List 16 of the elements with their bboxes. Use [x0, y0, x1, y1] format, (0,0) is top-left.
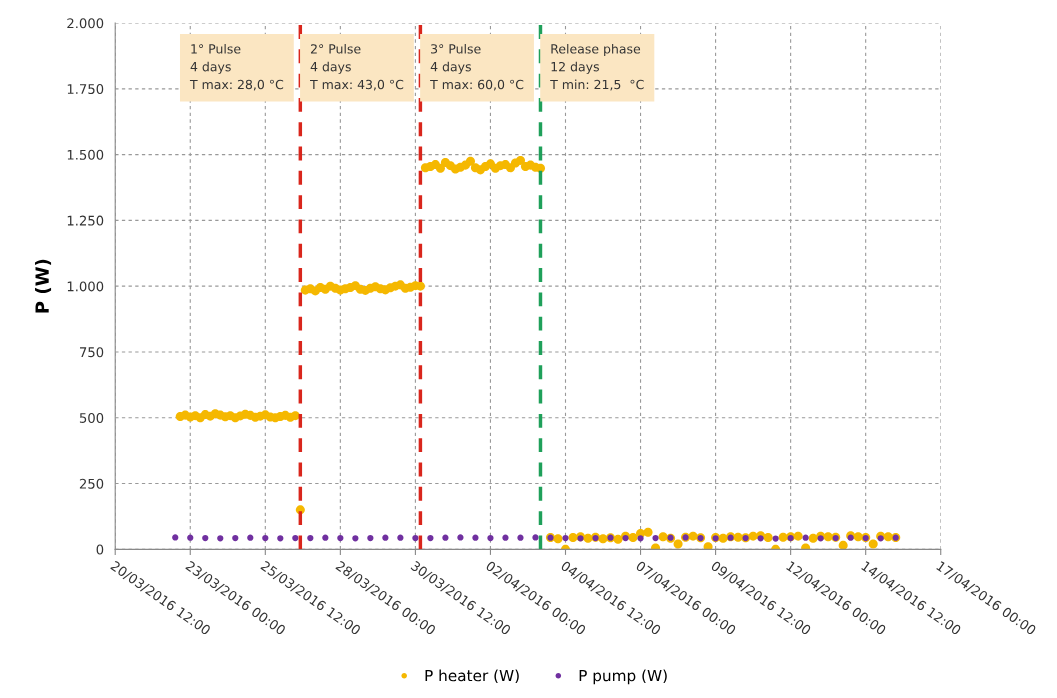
y-tick-label: 1.500 [67, 149, 104, 160]
y-tick-label: 1.750 [67, 84, 104, 95]
y-tick-label: 0 [96, 544, 104, 555]
y-tick-label: 250 [79, 478, 104, 489]
y-tick-label: 1.000 [67, 281, 104, 292]
annotation: 2° Pulse 4 days T max: 43,0 °C [310, 43, 404, 91]
legend-label: P pump (W) [579, 669, 667, 685]
y-tick-label: 1.250 [67, 215, 104, 226]
legend-label: P heater (W) [425, 669, 519, 684]
y-tick-label: 750 [80, 347, 104, 358]
annotation: 1° Pulse 4 days T max: 28,0 °C [189, 43, 284, 91]
y-tick-label: 500 [79, 412, 104, 423]
y-axis-title: P (W) [34, 259, 52, 313]
annotation: Release phase 12 days T min: 21,5 °C [550, 43, 644, 91]
y-tick-label: 2.000 [67, 18, 104, 29]
annotation: 3° Pulse 4 days T max: 60,0 °C [430, 43, 524, 91]
